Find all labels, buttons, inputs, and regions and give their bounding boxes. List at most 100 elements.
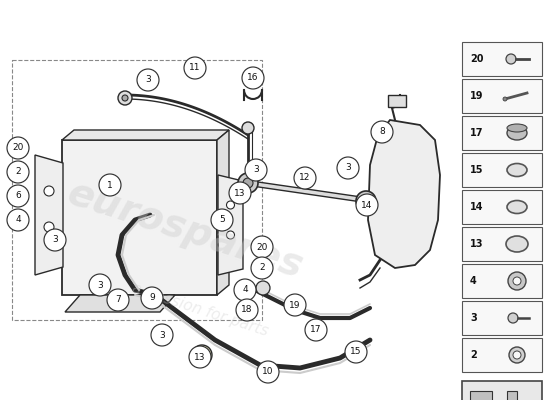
FancyBboxPatch shape [462, 301, 542, 335]
Circle shape [7, 137, 29, 159]
Text: 20: 20 [256, 242, 268, 252]
Text: 15: 15 [350, 348, 362, 356]
Circle shape [227, 201, 234, 209]
Text: 17: 17 [310, 326, 322, 334]
Circle shape [294, 167, 316, 189]
Circle shape [509, 347, 525, 363]
Circle shape [257, 361, 279, 383]
Ellipse shape [507, 124, 527, 132]
Circle shape [236, 299, 258, 321]
Polygon shape [218, 175, 243, 275]
Circle shape [508, 313, 518, 323]
FancyBboxPatch shape [462, 42, 542, 76]
Text: 19: 19 [470, 91, 483, 101]
Circle shape [197, 350, 207, 360]
Text: 18: 18 [241, 306, 253, 314]
Circle shape [284, 294, 306, 316]
Polygon shape [62, 130, 229, 140]
Text: 6: 6 [15, 192, 21, 200]
Text: 14: 14 [361, 200, 373, 210]
Circle shape [256, 281, 270, 295]
Circle shape [371, 121, 393, 143]
Circle shape [229, 182, 251, 204]
Circle shape [242, 67, 264, 89]
Circle shape [7, 209, 29, 231]
Circle shape [184, 57, 206, 79]
Circle shape [243, 178, 253, 188]
Polygon shape [368, 120, 440, 268]
Polygon shape [217, 130, 229, 295]
Circle shape [508, 272, 526, 290]
Polygon shape [470, 391, 517, 400]
Text: 3: 3 [345, 164, 351, 172]
Text: 8: 8 [379, 128, 385, 136]
Circle shape [44, 186, 54, 196]
Polygon shape [65, 295, 175, 312]
Text: 9: 9 [149, 294, 155, 302]
Text: eurospares: eurospares [62, 174, 308, 286]
Circle shape [506, 54, 516, 64]
FancyBboxPatch shape [462, 79, 542, 113]
Circle shape [503, 97, 507, 101]
Text: 5: 5 [219, 216, 225, 224]
Text: 2: 2 [470, 350, 477, 360]
Text: 4: 4 [470, 276, 477, 286]
FancyBboxPatch shape [462, 116, 542, 150]
Circle shape [122, 95, 128, 101]
Text: 13: 13 [194, 352, 206, 362]
FancyBboxPatch shape [462, 153, 542, 187]
Circle shape [211, 209, 233, 231]
FancyBboxPatch shape [462, 190, 542, 224]
FancyBboxPatch shape [462, 338, 542, 372]
FancyBboxPatch shape [462, 381, 542, 400]
Text: 2: 2 [259, 264, 265, 272]
Text: 3: 3 [253, 166, 259, 174]
Circle shape [141, 287, 163, 309]
Circle shape [107, 289, 129, 311]
Circle shape [151, 324, 173, 346]
Circle shape [356, 194, 378, 216]
FancyBboxPatch shape [388, 95, 406, 107]
Circle shape [137, 69, 159, 91]
Circle shape [513, 351, 521, 359]
Text: 1: 1 [107, 180, 113, 190]
Text: 7: 7 [115, 296, 121, 304]
Circle shape [89, 274, 111, 296]
Circle shape [251, 236, 273, 258]
Text: 3: 3 [97, 280, 103, 290]
Text: 14: 14 [470, 202, 483, 212]
Text: 20: 20 [470, 54, 483, 64]
Text: 3: 3 [470, 313, 477, 323]
Circle shape [345, 341, 367, 363]
Text: 12: 12 [299, 174, 311, 182]
Circle shape [513, 277, 521, 285]
Text: 3: 3 [145, 76, 151, 84]
Circle shape [44, 222, 54, 232]
Circle shape [361, 196, 371, 206]
Text: 2: 2 [15, 168, 21, 176]
Text: 10: 10 [262, 368, 274, 376]
Circle shape [44, 229, 66, 251]
Circle shape [227, 231, 234, 239]
FancyBboxPatch shape [62, 140, 217, 295]
Text: 15: 15 [470, 165, 483, 175]
Text: 3: 3 [159, 330, 165, 340]
Circle shape [256, 261, 270, 275]
Text: 20: 20 [12, 144, 24, 152]
Text: 4: 4 [242, 286, 248, 294]
Text: 16: 16 [248, 74, 258, 82]
Circle shape [118, 91, 132, 105]
Circle shape [7, 185, 29, 207]
Text: 17: 17 [470, 128, 483, 138]
Text: 13: 13 [470, 239, 483, 249]
FancyBboxPatch shape [462, 264, 542, 298]
Circle shape [256, 243, 270, 257]
Circle shape [245, 159, 267, 181]
Circle shape [234, 279, 256, 301]
Circle shape [251, 257, 273, 279]
Polygon shape [35, 155, 63, 275]
Text: 3: 3 [52, 236, 58, 244]
Circle shape [337, 157, 359, 179]
Circle shape [356, 191, 376, 211]
Text: a passion for parts: a passion for parts [130, 281, 270, 339]
